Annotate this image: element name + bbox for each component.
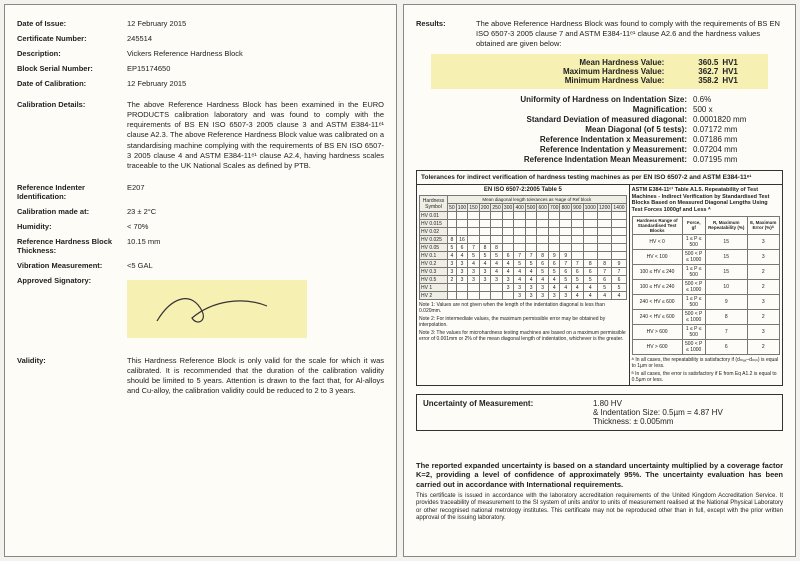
row-validity: Validity: This Hardness Reference Block … bbox=[17, 356, 384, 397]
note1: Note 1: Values are not given when the le… bbox=[419, 302, 627, 314]
value: 10.15 mm bbox=[127, 237, 384, 255]
value: Vickers Reference Hardness Block bbox=[127, 49, 384, 58]
row-cal-details: Calibration Details: The above Reference… bbox=[17, 100, 384, 171]
row-serial: Block Serial Number: EP15174650 bbox=[17, 64, 384, 73]
label: Date of Issue: bbox=[17, 19, 127, 28]
label: Results: bbox=[416, 19, 476, 48]
hardness-mean: Mean Hardness Value: 360.5 HV1 bbox=[437, 58, 763, 67]
row-humidity: Humidity: < 70% bbox=[17, 222, 384, 231]
signature-box bbox=[127, 280, 307, 338]
right-foot2: ᴮ In all cases, the error is satisfactor… bbox=[632, 371, 780, 383]
certificate-page-right: Results: The above Reference Hardness Bl… bbox=[403, 4, 796, 557]
label: Description: bbox=[17, 49, 127, 58]
meas-refX: Reference Indentation x Measurement:0.07… bbox=[416, 135, 783, 144]
value: 245514 bbox=[127, 34, 384, 43]
value: E207 bbox=[127, 183, 384, 201]
note2: Note 2: For intermediate values, the max… bbox=[419, 316, 627, 328]
row-cal-at: Calibration made at: 23 ± 2°C bbox=[17, 207, 384, 216]
row-signatory: Approved Signatory: bbox=[17, 276, 384, 338]
row-thickness: Reference Hardness Block Thickness: 10.1… bbox=[17, 237, 384, 255]
label: Calibration made at: bbox=[17, 207, 127, 216]
row-vibration: Vibration Measurement: <5 GAL bbox=[17, 261, 384, 270]
label: Block Serial Number: bbox=[17, 64, 127, 73]
tolerance-table-right: Hardness Range of Standardised Test Bloc… bbox=[632, 216, 780, 355]
value: The above Reference Hardness Block has b… bbox=[127, 100, 384, 171]
right-foot1: ᴬ In all cases, the repeatability is sat… bbox=[632, 357, 780, 369]
label: Validity: bbox=[17, 356, 127, 397]
value: EP15174650 bbox=[127, 64, 384, 73]
signature-area bbox=[127, 276, 384, 338]
certificate-page-left: Date of Issue: 12 February 2015 Certific… bbox=[4, 4, 397, 557]
unc-label: Uncertainty of Measurement: bbox=[423, 399, 593, 408]
label: Approved Signatory: bbox=[17, 276, 127, 338]
tolerance-left: EN ISO 6507-2:2005 Table 5 Hardness Symb… bbox=[417, 185, 630, 384]
tolerance-box: Tolerances for indirect verification of … bbox=[416, 170, 783, 385]
row-date-cal: Date of Calibration: 12 February 2015 bbox=[17, 79, 384, 88]
row-results: Results: The above Reference Hardness Bl… bbox=[416, 19, 783, 48]
unc-l1: 1.80 HV bbox=[593, 399, 622, 408]
meas-sd: Standard Deviation of measured diagonal:… bbox=[416, 115, 783, 124]
hardness-max: Maximum Hardness Value: 362.7 HV1 bbox=[437, 67, 763, 76]
value: <5 GAL bbox=[127, 261, 384, 270]
row-date-issue: Date of Issue: 12 February 2015 bbox=[17, 19, 384, 28]
note3: Note 3: The values for microhardness tes… bbox=[419, 330, 627, 342]
row-indenter: Reference Indenter Identification: E207 bbox=[17, 183, 384, 201]
label: Humidity: bbox=[17, 222, 127, 231]
signature-icon bbox=[147, 286, 287, 332]
meas-mag: Magnification:500 x bbox=[416, 105, 783, 114]
tolerance-right: ASTM E384-11ᵉ¹ Table A1.5. Repeatability… bbox=[630, 185, 782, 384]
measurement-block: Uniformity of Hardness on Indentation Si… bbox=[416, 95, 783, 164]
row-description: Description: Vickers Reference Hardness … bbox=[17, 49, 384, 58]
value: < 70% bbox=[127, 222, 384, 231]
footer-bold: The reported expanded uncertainty is bas… bbox=[416, 461, 783, 490]
meas-meanDiag: Mean Diagonal (of 5 tests):0.07172 mm bbox=[416, 125, 783, 134]
hardness-highlight: Mean Hardness Value: 360.5 HV1 Maximum H… bbox=[431, 54, 769, 89]
value: The above Reference Hardness Block was f… bbox=[476, 19, 783, 48]
hardness-min: Minimum Hardness Value: 358.2 HV1 bbox=[437, 76, 763, 85]
label: Vibration Measurement: bbox=[17, 261, 127, 270]
tolerance-table-left: Hardness SymbolMean diagonal length tole… bbox=[419, 195, 627, 300]
label: Date of Calibration: bbox=[17, 79, 127, 88]
label: Reference Hardness Block Thickness: bbox=[17, 237, 127, 255]
unc-l2: & Indentation Size: 0.5µm = 4.87 HV bbox=[593, 408, 723, 417]
tolerance-title: Tolerances for indirect verification of … bbox=[417, 171, 782, 185]
label: Reference Indenter Identification: bbox=[17, 183, 127, 201]
value: 12 February 2015 bbox=[127, 19, 384, 28]
value: 23 ± 2°C bbox=[127, 207, 384, 216]
value: This Hardness Reference Block is only va… bbox=[127, 356, 384, 397]
value: 12 February 2015 bbox=[127, 79, 384, 88]
meas-uniformity: Uniformity of Hardness on Indentation Si… bbox=[416, 95, 783, 104]
label: Calibration Details: bbox=[17, 100, 127, 171]
uncertainty-box: Uncertainty of Measurement: 1.80 HV & In… bbox=[416, 394, 783, 431]
meas-refY: Reference Indentation y Measurement:0.07… bbox=[416, 145, 783, 154]
unc-l3: Thickness: ± 0.005mm bbox=[593, 417, 673, 426]
meas-refMean: Reference Indentation Mean Measurement:0… bbox=[416, 155, 783, 164]
row-cert-no: Certificate Number: 245514 bbox=[17, 34, 384, 43]
label: Certificate Number: bbox=[17, 34, 127, 43]
footer-small: This certificate is issued in accordance… bbox=[416, 493, 783, 523]
